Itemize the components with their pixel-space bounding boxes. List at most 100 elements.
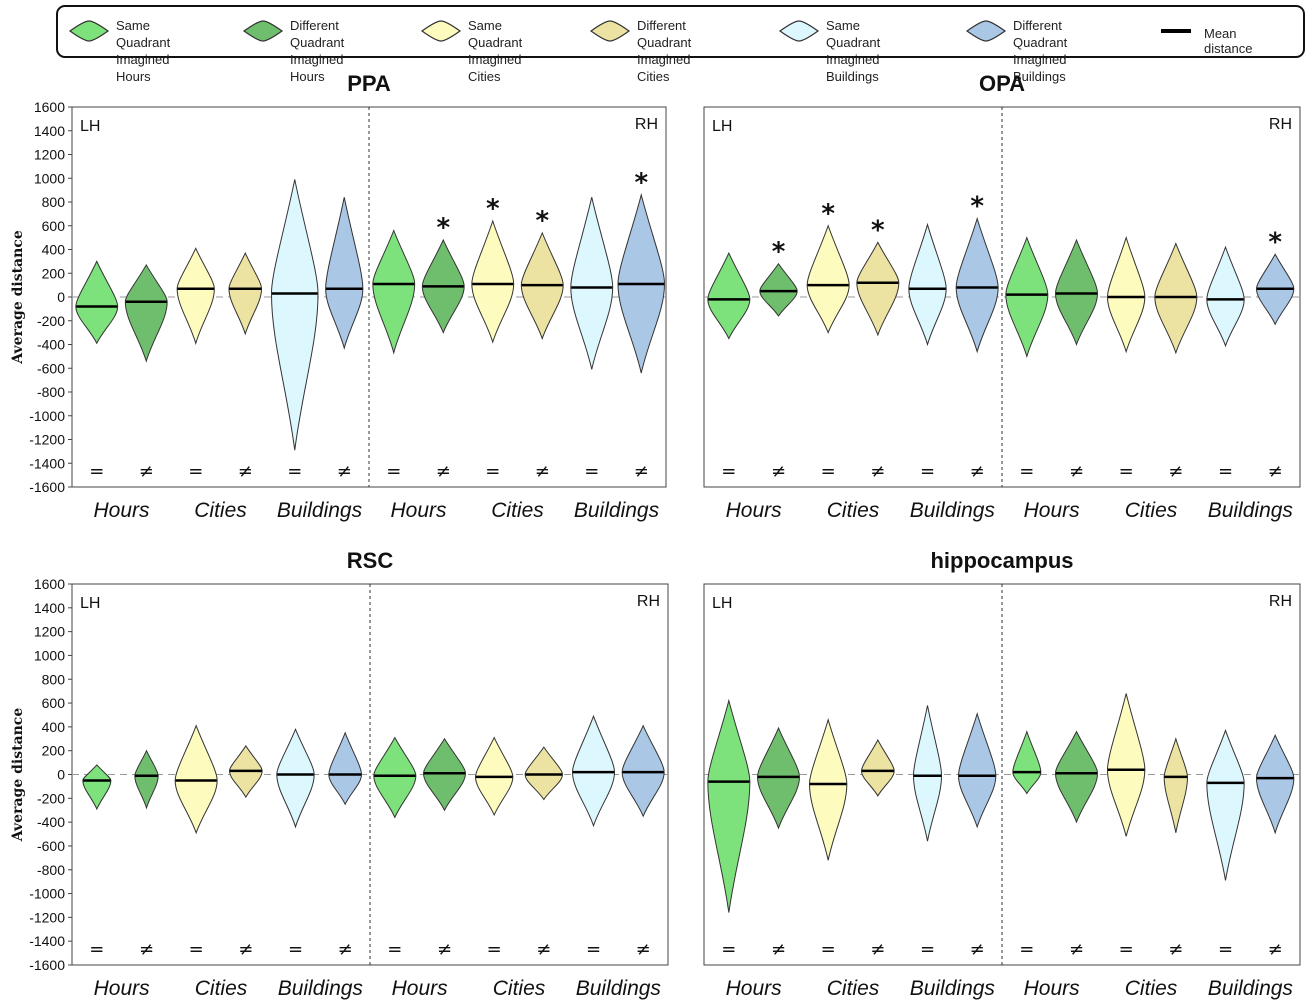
chart-title: hippocampus — [930, 548, 1073, 573]
y-tick-label: 200 — [42, 265, 66, 281]
violin-buildings-different — [955, 216, 999, 354]
chart-panel-hippocampus: hippocampus LH RH = ≠ = ≠ = ≠ = ≠ = ≠ = ≠ Hours Cities Bu… — [703, 548, 1301, 1000]
y-tick-label: -1600 — [29, 957, 65, 973]
condition-symbol: ≠ — [238, 461, 253, 482]
condition-symbol: ≠ — [238, 939, 253, 960]
condition-symbol: ≠ — [1268, 461, 1283, 482]
hemisphere-label-rh: RH — [1269, 593, 1292, 610]
y-tick-label: 0 — [57, 289, 65, 305]
category-label: Hours — [1024, 499, 1081, 522]
y-axis-label: Average distance — [10, 708, 26, 843]
violin-cities-different — [860, 738, 895, 797]
violin-hours-same — [707, 698, 751, 913]
condition-symbol: ≠ — [1069, 939, 1084, 960]
y-tick-label: -600 — [37, 360, 65, 376]
legend-label: Different Quadrant Imagined Hours — [290, 18, 345, 84]
condition-symbol: = — [287, 461, 302, 482]
y-tick-label: -1000 — [29, 408, 65, 424]
condition-symbol: = — [487, 939, 502, 960]
condition-symbol: = — [89, 939, 104, 960]
y-tick-label: -1200 — [29, 432, 65, 448]
y-tick-label: 1600 — [34, 99, 65, 115]
condition-symbol: = — [1218, 939, 1233, 960]
violin-cities-same — [808, 717, 848, 861]
condition-symbol: = — [1119, 461, 1134, 482]
hemisphere-label-lh: LH — [712, 595, 732, 612]
condition-symbol: = — [1218, 461, 1233, 482]
y-tick-label: 200 — [42, 743, 66, 759]
y-tick-label: -1400 — [29, 455, 65, 471]
violin-cities-same — [471, 219, 515, 344]
violin-cities-different — [856, 241, 900, 337]
condition-symbol: = — [387, 939, 402, 960]
condition-symbol: ≠ — [870, 461, 885, 482]
y-tick-label: -800 — [37, 862, 65, 878]
significance-marker: * — [970, 192, 984, 222]
violin-hours-same — [82, 764, 112, 811]
chart-title: PPA — [347, 71, 391, 96]
y-tick-label: -400 — [37, 337, 65, 353]
legend-swatch — [589, 20, 631, 42]
violin-hours-same — [1005, 236, 1049, 359]
category-label: Cities — [827, 977, 880, 1000]
y-tick-label: 1000 — [34, 170, 65, 186]
condition-symbol: = — [89, 461, 104, 482]
y-tick-label: -600 — [37, 838, 65, 854]
hemisphere-label-lh: LH — [712, 118, 732, 135]
condition-symbol: = — [189, 939, 204, 960]
significance-marker: * — [821, 199, 835, 229]
condition-symbol: = — [821, 461, 836, 482]
violin-buildings-same — [276, 727, 315, 829]
y-tick-label: -400 — [37, 814, 65, 830]
legend-label: Same Quadrant Imagined Cities — [468, 18, 523, 84]
y-tick-label: -1200 — [29, 909, 65, 925]
violin-buildings-different — [325, 197, 364, 350]
category-label: Buildings — [278, 977, 364, 1000]
category-label: Buildings — [574, 499, 660, 522]
category-label: Hours — [726, 499, 783, 522]
violin-buildings-same — [912, 705, 943, 842]
significance-marker: * — [535, 206, 549, 236]
condition-symbol: = — [821, 939, 836, 960]
category-label: Cities — [195, 977, 248, 1000]
legend-mean-label: Mean distance — [1204, 26, 1253, 56]
violin-hours-same — [372, 229, 416, 355]
category-label: Buildings — [910, 977, 996, 1000]
violin-hours-different — [134, 749, 159, 810]
significance-marker: * — [1268, 227, 1282, 257]
y-tick-label: 600 — [42, 218, 66, 234]
violin-cities-different — [228, 251, 263, 336]
hemisphere-label-rh: RH — [637, 593, 660, 610]
significance-marker: * — [772, 237, 786, 267]
condition-symbol: = — [1019, 939, 1034, 960]
violin-hours-same — [1012, 730, 1042, 795]
condition-symbol: = — [721, 939, 736, 960]
condition-symbol: ≠ — [436, 461, 451, 482]
category-label: Buildings — [576, 977, 662, 1000]
condition-symbol: ≠ — [1168, 461, 1183, 482]
condition-symbol: ≠ — [970, 939, 985, 960]
condition-symbol: = — [485, 461, 500, 482]
significance-marker: * — [634, 168, 648, 198]
y-tick-label: -1000 — [29, 886, 65, 902]
condition-symbol: ≠ — [1069, 461, 1084, 482]
significance-marker: * — [486, 194, 500, 224]
category-label: Cities — [1125, 499, 1178, 522]
chart-title: RSC — [347, 548, 394, 573]
violin-buildings-different — [1255, 733, 1295, 835]
y-tick-label: 1400 — [34, 600, 65, 616]
chart-panel-opa: OPA LH RH = * ≠ * = * ≠ = * ≠ = ≠ = ≠ = * ≠ Hours Cities Build… — [703, 71, 1301, 522]
legend-label: Different Quadrant Imagined Cities — [637, 18, 692, 84]
category-label: Cities — [493, 977, 546, 1000]
condition-symbol: ≠ — [338, 939, 353, 960]
category-label: Buildings — [277, 499, 363, 522]
violin-hours-same — [373, 736, 417, 819]
condition-symbol: ≠ — [771, 461, 786, 482]
legend-swatch — [778, 20, 820, 42]
condition-symbol: ≠ — [139, 461, 154, 482]
condition-symbol: = — [920, 939, 935, 960]
y-tick-label: -1600 — [29, 479, 65, 495]
y-tick-label: 400 — [42, 719, 66, 735]
legend: Same Quadrant Imagined Hours Different Qu… — [56, 5, 1305, 84]
violin-cities-different — [1163, 737, 1189, 833]
